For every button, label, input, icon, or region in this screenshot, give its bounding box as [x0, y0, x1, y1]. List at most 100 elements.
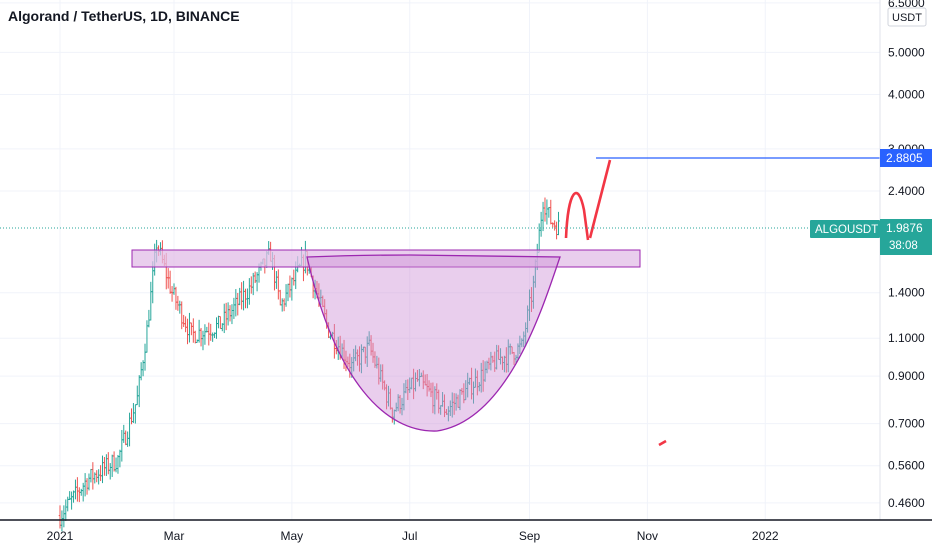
candle [91, 462, 95, 490]
candle [139, 362, 143, 381]
candle [238, 287, 241, 306]
candle [228, 305, 232, 322]
projection-arrow [588, 159, 612, 239]
candle [105, 454, 108, 476]
candle [203, 324, 207, 345]
price-tick-label: 0.5600 [888, 459, 925, 473]
candle [192, 318, 195, 343]
candle [180, 301, 184, 330]
candle [226, 302, 230, 326]
candle [545, 199, 549, 225]
currency-badge[interactable]: USDT [887, 7, 927, 27]
price-tick-label: 0.7000 [888, 417, 925, 431]
candle [201, 330, 205, 351]
candle [288, 275, 292, 298]
candle [557, 211, 560, 236]
price-tick-label: 0.9000 [888, 369, 925, 383]
candle [555, 221, 558, 240]
candle [553, 220, 556, 231]
candle [76, 477, 79, 502]
candle [78, 487, 81, 503]
chart-title: Algorand / TetherUS, 1D, BINANCE [8, 8, 240, 24]
last-price-label: 1.9876 [886, 221, 923, 235]
stray-mark [658, 439, 667, 447]
target-price-marker: 2.8805 [880, 149, 932, 167]
candle [97, 469, 100, 485]
candle [137, 375, 141, 408]
candle [217, 315, 220, 329]
candle [83, 473, 87, 497]
price-tick-label: 0.4600 [888, 496, 925, 510]
candle [190, 322, 193, 336]
candle [66, 496, 70, 512]
candle [292, 269, 296, 286]
candle [87, 473, 91, 491]
candle [143, 343, 147, 371]
candle [62, 505, 66, 528]
candle [134, 404, 137, 424]
candle [230, 304, 234, 325]
candle [215, 317, 218, 339]
candle [95, 470, 99, 483]
symbol-label: ALGOUSDT [815, 224, 878, 236]
candle [81, 482, 85, 502]
price-tick-label: 5.0000 [888, 45, 925, 59]
resistance-zone[interactable] [131, 249, 641, 268]
candle [74, 479, 77, 500]
time-axis[interactable]: 2021 Mar May Jul Sep Nov 2022 [47, 529, 779, 543]
candle [278, 289, 282, 306]
candle [147, 309, 151, 328]
candle [193, 330, 197, 344]
candle [149, 281, 153, 321]
candle [85, 478, 89, 495]
candle [182, 314, 185, 328]
candle [116, 454, 120, 474]
candle [547, 206, 551, 218]
candle [176, 295, 180, 311]
drawings [0, 157, 880, 447]
candle [222, 303, 226, 334]
candle [79, 488, 83, 496]
candle [244, 288, 247, 309]
cup-pattern[interactable] [306, 254, 561, 432]
candle [551, 222, 555, 228]
candle [178, 300, 182, 314]
candle [145, 320, 149, 353]
candle [541, 201, 545, 232]
candle [170, 286, 174, 302]
candle [219, 316, 222, 330]
time-tick-label: 2022 [752, 529, 779, 543]
price-tick-label: 1.1000 [888, 331, 925, 345]
candle [197, 319, 201, 343]
time-tick-label: 2021 [47, 529, 74, 543]
candle [122, 424, 126, 443]
candle [174, 286, 178, 310]
candle [184, 316, 187, 333]
candle [275, 271, 278, 289]
candle [543, 197, 547, 222]
candle [70, 491, 73, 510]
candle [224, 302, 228, 331]
candle [240, 282, 243, 310]
candle [118, 449, 122, 468]
candle [539, 211, 543, 237]
candle [284, 284, 288, 307]
candle [151, 261, 155, 304]
candle [114, 457, 118, 473]
handle-curve [564, 191, 590, 241]
countdown-label: 38:08 [889, 240, 918, 252]
candle [120, 429, 124, 462]
candle [186, 318, 189, 345]
price-tick-label: 1.4000 [888, 286, 925, 300]
candle [89, 468, 93, 483]
price-tick-label: 4.0000 [888, 88, 925, 102]
candle [103, 457, 106, 476]
candle [168, 270, 172, 294]
last-price-marker: ALGOUSDT 1.9876 38:08 [810, 219, 932, 255]
candle [248, 278, 251, 305]
candle [101, 455, 104, 484]
candle [232, 297, 236, 319]
candle [249, 276, 253, 294]
candle [112, 451, 116, 472]
